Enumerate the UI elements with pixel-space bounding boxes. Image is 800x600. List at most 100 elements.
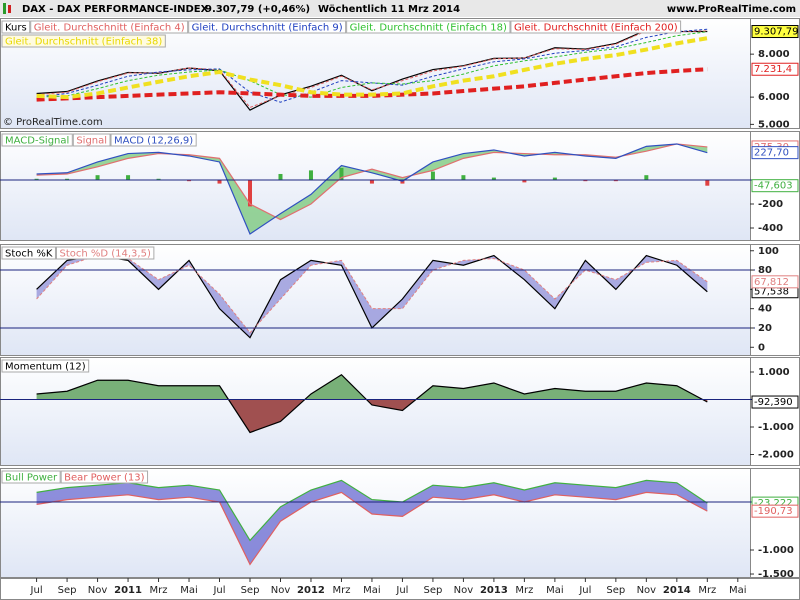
- series-line: [36, 479, 708, 542]
- value-box-label: 57,538: [754, 287, 789, 298]
- candle-icon: [3, 3, 6, 14]
- legend-box: [1, 246, 56, 260]
- x-tick-label: 2013: [480, 585, 508, 596]
- histogram-bar: [705, 179, 710, 186]
- candle-icon: [8, 5, 11, 13]
- x-tick-label: 2014: [663, 585, 691, 596]
- x-tick-label: Nov: [88, 585, 108, 596]
- x-tick-label: Sep: [241, 585, 260, 596]
- x-tick-label: Nov: [637, 585, 657, 596]
- axis-background: [750, 357, 800, 466]
- legend-entry: Stoch %K: [5, 249, 53, 260]
- instrument-title: DAX - DAX PERFORMANCE-INDEX: [22, 4, 209, 15]
- value-box: [751, 62, 799, 76]
- legend-box: [110, 133, 197, 147]
- value-box-label: 7.231,4: [754, 64, 792, 75]
- legend-box: [510, 20, 682, 34]
- value-box-label: 227,70: [754, 148, 789, 159]
- series-line: [36, 143, 708, 235]
- legend-entry: Bear Power (13): [64, 473, 144, 484]
- histogram-bar: [522, 179, 527, 183]
- series-line: [36, 31, 708, 98]
- legend-entry: MACD-Signal: [5, 136, 69, 147]
- series-line: [36, 36, 708, 100]
- histogram-bar: [339, 167, 344, 180]
- plot-area: [36, 373, 708, 434]
- value-box: [751, 504, 799, 518]
- y-tick-label: 40: [758, 304, 772, 315]
- legend-box: [346, 20, 511, 34]
- histogram-bar: [461, 175, 466, 180]
- quote: 9.307,79 (+0,46%): [205, 4, 310, 15]
- legend-box: [1, 20, 31, 34]
- histogram-bar: [126, 175, 131, 180]
- axis-background: [750, 244, 800, 356]
- legend-box: [1, 34, 166, 48]
- panel-background: [0, 131, 751, 241]
- plot-area: [34, 143, 710, 235]
- histogram-bar: [308, 170, 313, 180]
- legend-box: [30, 20, 189, 34]
- x-tick-label: Mai: [729, 585, 747, 596]
- histogram-bar: [65, 178, 70, 180]
- histogram-bar: [552, 177, 557, 180]
- copyright: © ProRealTime.com: [3, 117, 103, 128]
- y-tick-label: 5.000: [758, 119, 790, 130]
- legend-entry: Bull Power: [5, 473, 58, 484]
- value-box-label: 9.307,79: [754, 27, 799, 38]
- histogram-bar: [217, 179, 222, 184]
- y-tick-label: 80: [758, 265, 772, 276]
- value-box: [751, 25, 799, 39]
- site: www.ProRealTime.com: [667, 4, 796, 15]
- legend-box: [188, 20, 347, 34]
- histogram-bar: [156, 178, 161, 180]
- fill-between: [36, 480, 708, 565]
- x-tick-label: Mai: [180, 585, 198, 596]
- y-tick-label: 8.000: [758, 49, 790, 60]
- legend-box: [60, 470, 149, 484]
- histogram-bar: [644, 175, 649, 180]
- period: Wöchentlich 11 Mrz 2014: [318, 4, 460, 15]
- series-line: [36, 373, 708, 434]
- histogram-bar: [278, 173, 283, 180]
- y-tick-label: 20: [758, 323, 772, 334]
- legend-entry: Gleit. Durchschnitt (Einfach 18): [350, 23, 507, 34]
- x-tick-label: 2011: [114, 585, 142, 596]
- header-bar: [0, 0, 800, 17]
- legend-entry: Gleit. Durchschnitt (Einfach 38): [5, 37, 162, 48]
- histogram-bar: [430, 171, 435, 180]
- histogram-bar: [613, 179, 618, 182]
- x-tick-label: Nov: [454, 585, 474, 596]
- legend-box: [72, 133, 111, 147]
- histogram-bar: [491, 177, 496, 180]
- y-tick-label: 100: [758, 246, 779, 257]
- value-box: [751, 395, 799, 409]
- x-tick-label: Sep: [58, 585, 77, 596]
- value-box: [751, 275, 799, 289]
- value-box: [751, 146, 799, 160]
- histogram-bar: [187, 179, 192, 182]
- x-tick-label: Mrz: [698, 585, 716, 596]
- axis-background: [750, 468, 800, 578]
- legend-box: [1, 133, 73, 147]
- value-box-label: -92,390: [754, 397, 793, 408]
- x-tick-label: Mai: [546, 585, 564, 596]
- fill-between: [36, 255, 708, 338]
- x-tick-label: Sep: [606, 585, 625, 596]
- series-line: [36, 255, 708, 334]
- series-line: [36, 67, 708, 102]
- x-tick-label: 2012: [297, 585, 325, 596]
- plot-area: [36, 28, 708, 111]
- legend-entry: Gleit. Durchschnitt (Einfach 4): [34, 23, 185, 34]
- panel-background: [0, 357, 751, 466]
- y-tick-label: -200: [758, 199, 783, 210]
- x-tick-label: Mrz: [515, 585, 533, 596]
- y-tick-label: -2.000: [758, 449, 794, 460]
- histogram-bar: [583, 179, 588, 182]
- y-tick-label: 6.000: [758, 92, 790, 103]
- x-tick-label: Mrz: [332, 585, 350, 596]
- legend-box: [1, 359, 90, 373]
- y-tick-label: -1.500: [758, 569, 794, 580]
- plot-area: [36, 479, 708, 566]
